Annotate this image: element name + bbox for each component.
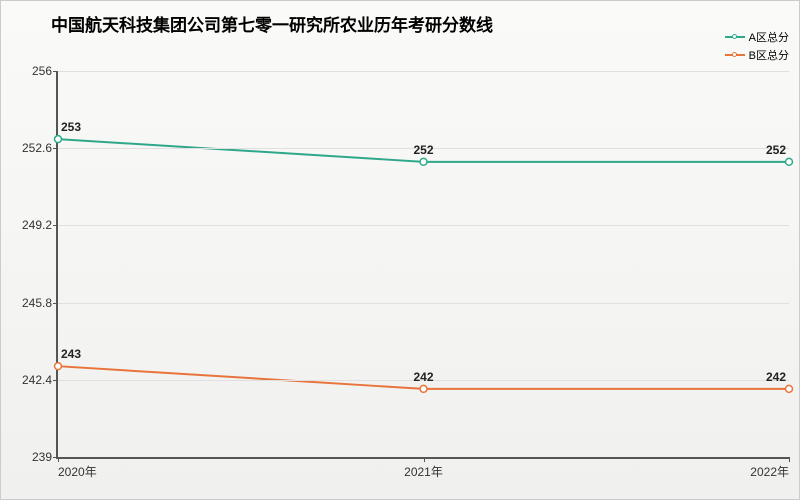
legend: A区总分 B区总分: [725, 29, 789, 65]
data-point: [786, 158, 793, 165]
data-point: [420, 158, 427, 165]
data-label: 252: [763, 142, 789, 158]
y-tick-label: 256: [32, 64, 58, 78]
data-label: 243: [58, 346, 84, 362]
x-tick: [789, 457, 790, 462]
y-tick-label: 239: [32, 450, 58, 464]
data-label: 253: [58, 119, 84, 135]
data-label: 252: [410, 142, 436, 158]
plot-area: 239242.4245.8249.2252.62562020年2021年2022…: [56, 71, 789, 459]
chart-title: 中国航天科技集团公司第七零一研究所农业历年考研分数线: [51, 11, 493, 36]
y-tick-label: 242.4: [22, 373, 58, 387]
legend-item-1: B区总分: [725, 47, 789, 63]
chart-container: 中国航天科技集团公司第七零一研究所农业历年考研分数线 A区总分B区总分 2392…: [0, 0, 800, 500]
legend-label: A区总分: [749, 29, 789, 45]
data-point: [420, 385, 427, 392]
data-point: [55, 363, 62, 370]
series-svg: [58, 71, 789, 457]
y-tick-label: 249.2: [22, 218, 58, 232]
legend-item-0: A区总分: [725, 29, 789, 45]
data-point: [786, 385, 793, 392]
legend-swatch: [725, 54, 745, 56]
legend-label: B区总分: [749, 47, 789, 63]
x-tick-label: 2021年: [404, 457, 443, 480]
gridline: [58, 71, 789, 72]
gridline: [58, 303, 789, 304]
y-tick-label: 252.6: [22, 141, 58, 155]
legend-swatch: [725, 36, 745, 38]
data-label: 242: [410, 369, 436, 385]
gridline: [58, 225, 789, 226]
data-label: 242: [763, 369, 789, 385]
x-tick-label: 2022年: [750, 457, 789, 480]
y-tick-label: 245.8: [22, 296, 58, 310]
x-tick-label: 2020年: [58, 457, 97, 480]
